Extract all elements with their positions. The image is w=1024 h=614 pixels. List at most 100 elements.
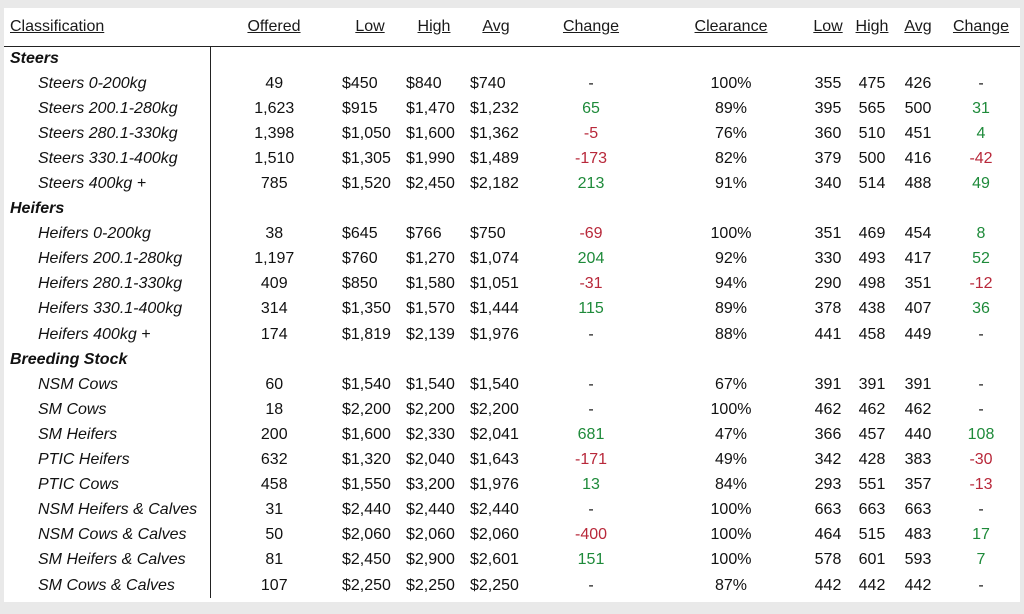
low-price-cell: $1,819: [342, 325, 391, 343]
classification-cell: PTIC Heifers: [4, 447, 211, 473]
clearance-cell: 84%: [714, 476, 748, 494]
offered-cell: 458: [260, 476, 288, 494]
high-per-kg-cell: 442: [858, 576, 886, 594]
empty-cell: [850, 197, 894, 222]
high-price-cell: $2,250: [406, 576, 455, 594]
low-per-kg-cell: 290: [814, 275, 842, 293]
avg-price-cell: $1,976: [470, 476, 519, 494]
avg-per-kg-cell: 417: [904, 250, 932, 268]
change-cell: -173: [574, 149, 608, 167]
high-per-kg-cell: 601: [858, 551, 886, 569]
classification-cell: Steers 400kg +: [4, 171, 211, 197]
low-price-cell: $850: [342, 275, 378, 293]
high-per-kg-cell: 510: [858, 124, 886, 142]
change-per-kg-cell: -12: [969, 275, 993, 293]
high-price-cell: $1,470: [406, 99, 455, 117]
change-per-kg-cell: -: [978, 576, 984, 594]
high-price-cell: $1,600: [406, 124, 455, 142]
low-per-kg-cell: 462: [814, 400, 842, 418]
low-price-cell: $1,540: [342, 375, 391, 393]
avg-per-kg-cell: 451: [904, 124, 932, 142]
header-classification: Classification: [4, 8, 210, 47]
change-per-kg-cell: 36: [972, 300, 990, 318]
high-per-kg-cell: 514: [858, 175, 886, 193]
classification-cell: Steers 330.1-400kg: [4, 146, 211, 172]
change-per-kg-cell: -: [978, 325, 984, 343]
change-cell: -: [588, 375, 594, 393]
classification-cell: Heifers 400kg +: [4, 322, 211, 348]
clearance-cell: 88%: [714, 325, 748, 343]
avg-per-kg-cell: 454: [904, 225, 932, 243]
high-price-cell: $2,440: [406, 501, 455, 519]
empty-cell: [466, 46, 526, 71]
change-cell: -69: [579, 225, 603, 243]
avg-per-kg-cell: 351: [904, 275, 932, 293]
classification-cell: NSM Cows: [4, 372, 211, 398]
low-per-kg-cell: 379: [814, 149, 842, 167]
table-row: Heifers 200.1-280kg 1,197 $760 $1,270 $1,074…: [4, 246, 1020, 272]
clearance-cell: 100%: [710, 551, 752, 569]
change-per-kg-cell: -42: [969, 149, 993, 167]
empty-cell: [850, 46, 894, 71]
empty-cell: [942, 347, 1020, 372]
header-avg-per-kg: Avg: [894, 8, 942, 47]
low-price-cell: $1,600: [342, 425, 391, 443]
header-change-per-kg: Change: [942, 8, 1020, 47]
table-row: PTIC Cows 458 $1,550 $3,200 $1,976 13 84% 293 55…: [4, 472, 1020, 498]
change-cell: -31: [579, 275, 603, 293]
avg-price-cell: $2,060: [470, 526, 519, 544]
low-per-kg-cell: 395: [814, 99, 842, 117]
change-cell: 151: [577, 551, 605, 569]
group-title: Steers: [4, 46, 211, 72]
group-header-row: Steers: [4, 46, 1020, 72]
clearance-cell: 100%: [710, 526, 752, 544]
offered-cell: 50: [265, 526, 284, 544]
change-cell: 115: [578, 300, 604, 318]
avg-price-cell: $1,232: [470, 99, 519, 117]
clearance-cell: 89%: [714, 99, 748, 117]
table-row: Steers 330.1-400kg 1,510 $1,305 $1,990 $1,48…: [4, 146, 1020, 172]
group-title: Heifers: [4, 196, 211, 222]
high-per-kg-cell: 498: [858, 275, 886, 293]
classification-cell: NSM Heifers & Calves: [4, 497, 211, 523]
low-per-kg-cell: 464: [814, 526, 842, 544]
offered-cell: 18: [265, 400, 284, 418]
low-per-kg-cell: 355: [814, 74, 842, 92]
change-per-kg-cell: 31: [972, 99, 990, 117]
low-price-cell: $1,050: [342, 124, 391, 142]
low-per-kg-cell: 442: [814, 576, 842, 594]
change-per-kg-cell: -13: [969, 476, 993, 494]
low-per-kg-cell: 578: [814, 551, 842, 569]
empty-cell: [656, 197, 806, 222]
clearance-cell: 89%: [714, 300, 748, 318]
empty-cell: [210, 46, 338, 71]
table-row: SM Cows 18 $2,200 $2,200 $2,200 - 100% 462 462 46…: [4, 397, 1020, 423]
low-price-cell: $1,350: [342, 300, 391, 318]
table-row: Steers 200.1-280kg 1,623 $915 $1,470 $1,232 6…: [4, 96, 1020, 122]
header-row: Classification Offered Low High Avg Chan…: [4, 8, 1020, 47]
low-price-cell: $2,440: [342, 501, 391, 519]
low-per-kg-cell: 342: [814, 451, 842, 469]
offered-cell: 632: [260, 451, 288, 469]
table-body: Steers Steers 0-200kg 49 $450 $840 $740 - 100% 3…: [4, 46, 1020, 599]
header-clearance: Clearance: [656, 8, 806, 47]
clearance-cell: 67%: [714, 375, 748, 393]
offered-cell: 174: [260, 325, 288, 343]
avg-price-cell: $750: [470, 225, 506, 243]
change-per-kg-cell: -: [978, 400, 984, 418]
change-per-kg-cell: -: [978, 501, 984, 519]
clearance-cell: 82%: [714, 149, 748, 167]
low-price-cell: $760: [342, 250, 378, 268]
classification-cell: Heifers 200.1-280kg: [4, 246, 211, 272]
change-cell: -5: [583, 124, 599, 142]
offered-cell: 107: [260, 576, 288, 594]
change-cell: 681: [577, 425, 605, 443]
offered-cell: 785: [260, 175, 288, 193]
high-per-kg-cell: 500: [858, 149, 886, 167]
high-price-cell: $3,200: [406, 476, 455, 494]
empty-cell: [210, 347, 338, 372]
low-price-cell: $2,450: [342, 551, 391, 569]
high-price-cell: $766: [406, 225, 442, 243]
table-row: NSM Heifers & Calves 31 $2,440 $2,440 $2,440…: [4, 497, 1020, 523]
header-change: Change: [526, 8, 656, 47]
